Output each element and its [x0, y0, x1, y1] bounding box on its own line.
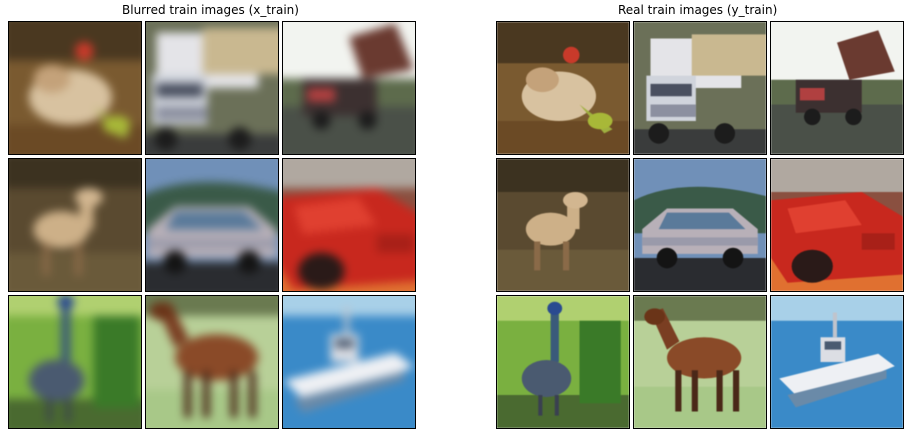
blurred-car-image: [145, 158, 279, 292]
real-red-car-image: [770, 158, 904, 292]
left-panel-title: Blurred train images (x_train): [122, 3, 299, 17]
real-horse-image: [633, 295, 767, 429]
blurred-frog-image: [8, 21, 142, 155]
real-deer-image: [496, 158, 630, 292]
right-panel-title: Real train images (y_train): [618, 3, 778, 17]
blurred-deer-image: [8, 158, 142, 292]
real-image-grid: [496, 21, 904, 429]
blurred-bird-image: [8, 295, 142, 429]
blurred-red-car-image: [282, 158, 416, 292]
real-truck-image: [633, 21, 767, 155]
blurred-truck-image: [145, 21, 279, 155]
real-boat-image: [770, 295, 904, 429]
blurred-image-grid: [8, 21, 416, 429]
blurred-horse-image: [145, 295, 279, 429]
blurred-dump-truck-image: [282, 21, 416, 155]
blurred-boat-image: [282, 295, 416, 429]
real-frog-image: [496, 21, 630, 155]
real-bird-image: [496, 295, 630, 429]
real-dump-truck-image: [770, 21, 904, 155]
real-car-image: [633, 158, 767, 292]
